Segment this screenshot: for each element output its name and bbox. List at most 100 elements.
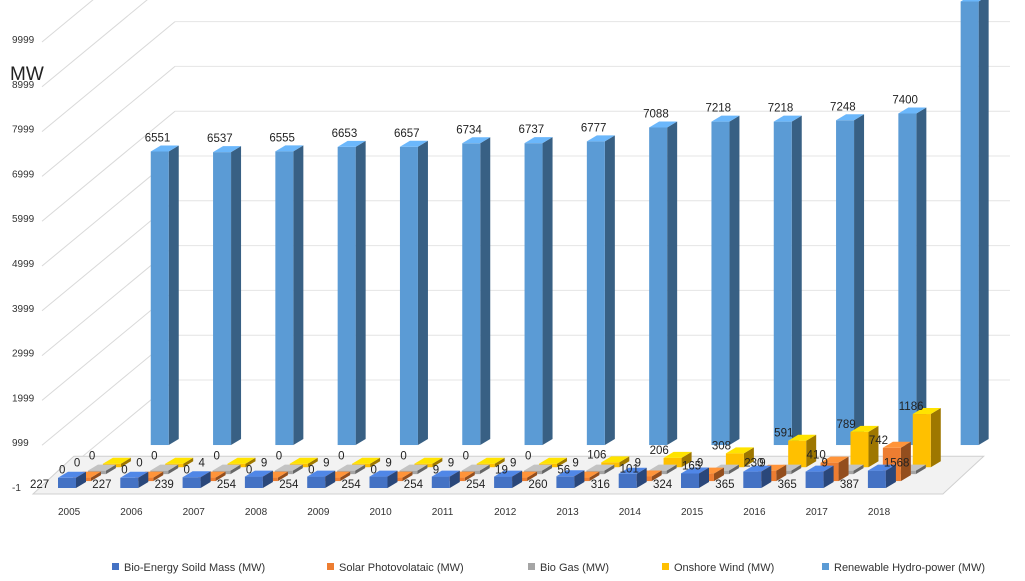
bar (213, 146, 242, 446)
legend-item: Bio-Energy Soild Mass (MW) (112, 562, 265, 574)
bar-side (604, 464, 615, 475)
bar-side (512, 470, 523, 488)
bar (556, 470, 585, 488)
bar (836, 114, 865, 446)
legend-label: Bio Gas (MW) (540, 562, 609, 574)
bar (663, 451, 692, 468)
y-tick-label: 999 (12, 438, 29, 449)
data-label: 0 (89, 451, 95, 463)
bar-side (699, 467, 709, 488)
bar-side (479, 464, 490, 475)
bar-top (850, 425, 879, 432)
bar-side (417, 464, 428, 475)
bar-top (120, 471, 149, 478)
bar-top (274, 464, 303, 471)
bar-side (292, 464, 303, 475)
bar-side (464, 471, 475, 482)
data-label: 0 (213, 451, 219, 463)
data-label: 9 (572, 458, 578, 470)
bar-front (836, 120, 855, 446)
bar (586, 135, 615, 446)
data-label: 0 (338, 451, 344, 463)
bar-side (138, 471, 149, 488)
bar-top (867, 464, 896, 471)
data-label: 9 (510, 458, 516, 470)
data-label: 6734 (456, 124, 482, 136)
data-label: 9 (261, 458, 267, 470)
data-label: 6537 (207, 133, 233, 145)
legend-item: Solar Photovolataic (MW) (327, 562, 464, 574)
data-label: 56 (557, 465, 570, 477)
bar-side (183, 457, 194, 468)
bar-top (307, 470, 336, 477)
bar-top (648, 464, 677, 471)
bar-side (542, 464, 553, 475)
bar-top (165, 457, 194, 464)
bar-front (711, 121, 730, 446)
bar-side (776, 464, 787, 482)
bar-side (527, 471, 538, 482)
x-tick-label: 2006 (120, 507, 143, 518)
data-label: 1186 (899, 401, 924, 413)
data-label: 365 (778, 479, 797, 491)
bar-side (325, 470, 336, 488)
bar-front (649, 127, 668, 446)
bar-side (449, 470, 460, 488)
legend-swatch (528, 563, 535, 570)
bar (150, 145, 179, 446)
bar-front (850, 431, 869, 468)
bar-top (494, 470, 523, 477)
bar-side (619, 456, 630, 468)
bar-side (494, 457, 505, 468)
data-label: 7218 (705, 103, 731, 115)
data-label: 9 (385, 458, 391, 470)
bar (524, 137, 553, 446)
bar-top (836, 114, 865, 121)
bar-front (213, 152, 232, 446)
bar (960, 0, 989, 446)
bar (850, 425, 879, 468)
bar-side (387, 470, 398, 488)
data-label: 410 (807, 450, 826, 462)
bar-side (885, 464, 896, 488)
bar-side (340, 471, 351, 482)
bar-top (711, 115, 740, 122)
bar-side (604, 135, 615, 446)
bar-top (586, 135, 615, 142)
bar-top (743, 465, 772, 472)
bar-front (725, 453, 744, 468)
x-tick-label: 2018 (868, 507, 891, 518)
bar-side (853, 464, 864, 475)
data-label: 316 (591, 479, 610, 491)
bar-top (461, 464, 490, 471)
bar (867, 464, 896, 488)
y-tick-label: 1999 (12, 393, 35, 404)
bar-side (76, 471, 86, 488)
bar-top (87, 464, 116, 471)
bar-front (307, 476, 326, 488)
x-axis-ticks: 2005 2006 2007 2008 2009 2010 2011 2012 2013 2014… (58, 507, 891, 518)
data-label: 0 (136, 458, 142, 470)
legend-label: Onshore Wind (MW) (674, 562, 774, 574)
data-label: 101 (620, 464, 639, 476)
bar (58, 471, 86, 488)
data-label: 254 (404, 479, 424, 491)
gridline-side (41, 110, 176, 222)
bar-side (713, 467, 724, 482)
bar-front (369, 476, 388, 488)
bar-top (960, 0, 982, 2)
bar (649, 121, 678, 446)
bar-front (663, 457, 682, 468)
bar-top (352, 457, 381, 464)
y-tick-label: 7999 (12, 125, 35, 136)
bar-side (651, 470, 662, 482)
bar (773, 115, 802, 446)
x-tick-label: 2009 (307, 507, 330, 518)
legend-item: Renewable Hydro-power (MW) (822, 562, 985, 574)
bar (805, 465, 834, 488)
data-label: 365 (715, 479, 734, 491)
bar-top (182, 471, 211, 478)
x-tick-label: 2010 (370, 507, 393, 518)
bar-front (58, 477, 76, 488)
data-label: 0 (151, 451, 157, 463)
